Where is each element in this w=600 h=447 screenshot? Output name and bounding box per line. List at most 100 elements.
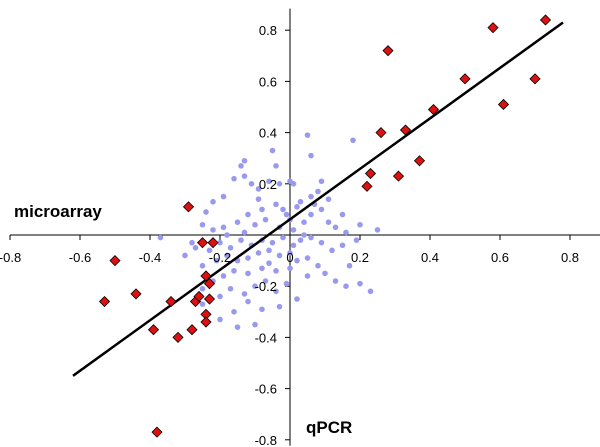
x-tick-label: -0.4 bbox=[139, 250, 161, 265]
light-data-point bbox=[343, 283, 349, 290]
light-data-point bbox=[182, 252, 188, 259]
highlighted-data-point bbox=[182, 201, 195, 213]
light-data-point bbox=[273, 268, 279, 274]
light-data-point bbox=[269, 147, 276, 154]
light-data-point bbox=[308, 193, 314, 200]
light-data-point bbox=[224, 252, 230, 259]
light-data-point bbox=[199, 221, 206, 228]
highlighted-data-point bbox=[147, 324, 160, 336]
light-data-point bbox=[231, 175, 237, 182]
highlighted-data-point bbox=[200, 316, 212, 328]
highlighted-data-point bbox=[392, 170, 405, 182]
highlighted-data-point bbox=[399, 124, 412, 136]
light-data-point bbox=[304, 273, 311, 279]
light-data-point bbox=[269, 239, 276, 246]
light-data-point bbox=[259, 206, 265, 213]
light-data-point bbox=[357, 221, 363, 228]
light-data-point bbox=[238, 237, 244, 243]
light-data-point bbox=[220, 193, 227, 200]
light-data-point bbox=[318, 206, 325, 213]
light-data-point bbox=[273, 288, 279, 295]
x-tick-label: 0.2 bbox=[351, 250, 369, 265]
light-data-point bbox=[308, 211, 314, 218]
light-data-point bbox=[315, 262, 321, 269]
light-data-point bbox=[266, 247, 272, 254]
x-tick-label: 0.8 bbox=[561, 250, 579, 265]
light-data-point bbox=[294, 257, 300, 264]
light-data-point bbox=[304, 255, 311, 261]
x-tick-label: -0.6 bbox=[69, 250, 91, 265]
light-data-point bbox=[308, 152, 314, 159]
light-data-point bbox=[315, 188, 321, 195]
highlighted-data-point bbox=[151, 426, 163, 438]
x-tick-label: 0.4 bbox=[421, 250, 439, 265]
highlighted-data-point bbox=[497, 98, 510, 111]
light-data-point bbox=[241, 291, 248, 297]
y-tick-label: 0.4 bbox=[259, 126, 277, 141]
highlighted-data-point bbox=[207, 237, 219, 249]
light-data-point bbox=[231, 268, 237, 274]
highlighted-data-point bbox=[172, 331, 184, 343]
highlighted-points-series bbox=[98, 14, 552, 438]
light-data-point bbox=[231, 309, 237, 315]
highlighted-data-point bbox=[200, 270, 212, 282]
highlighted-data-point bbox=[186, 324, 198, 336]
x-tick-label: -0.8 bbox=[0, 250, 21, 265]
light-data-point bbox=[245, 211, 251, 218]
y-axis-title: qPCR bbox=[306, 418, 352, 437]
highlighted-data-point bbox=[382, 45, 394, 57]
light-data-point bbox=[217, 316, 223, 323]
highlighted-data-point bbox=[98, 295, 111, 308]
y-tick-label: -0.6 bbox=[255, 382, 277, 397]
light-data-point bbox=[241, 229, 248, 236]
light-data-point bbox=[276, 252, 283, 259]
highlighted-data-point bbox=[413, 155, 426, 167]
light-data-point bbox=[308, 234, 314, 241]
light-data-point bbox=[189, 239, 195, 246]
light-data-point bbox=[220, 224, 227, 231]
light-data-point bbox=[294, 204, 300, 210]
light-data-point bbox=[192, 245, 199, 251]
axes bbox=[9, 8, 600, 446]
highlighted-data-point bbox=[196, 237, 209, 249]
light-data-point bbox=[283, 211, 290, 218]
light-data-point bbox=[343, 229, 349, 236]
light-data-point bbox=[241, 173, 248, 179]
light-data-point bbox=[350, 137, 356, 144]
light-data-point bbox=[297, 237, 304, 243]
light-data-point bbox=[255, 250, 262, 256]
light-data-point bbox=[329, 247, 335, 254]
trendline bbox=[72, 21, 564, 377]
light-data-point bbox=[199, 262, 206, 269]
highlighted-data-point bbox=[364, 167, 377, 180]
light-data-point bbox=[287, 265, 293, 272]
highlighted-data-point bbox=[529, 73, 541, 85]
light-data-point bbox=[276, 181, 283, 187]
light-data-point bbox=[322, 270, 328, 277]
highlighted-data-point bbox=[487, 22, 499, 34]
light-data-point bbox=[252, 221, 258, 228]
light-data-point bbox=[301, 232, 307, 238]
light-data-point bbox=[210, 227, 216, 233]
light-data-point bbox=[245, 255, 251, 261]
y-tick-label: 0.2 bbox=[259, 177, 277, 192]
light-points-series bbox=[157, 132, 381, 330]
x-tick-label: -0.2 bbox=[209, 250, 231, 265]
light-data-point bbox=[241, 157, 248, 164]
light-data-point bbox=[259, 265, 265, 272]
light-data-point bbox=[294, 296, 300, 302]
light-data-point bbox=[213, 257, 220, 264]
light-data-point bbox=[374, 227, 381, 233]
y-tick-label: -0.8 bbox=[255, 433, 277, 447]
light-data-point bbox=[217, 239, 223, 246]
light-data-point bbox=[318, 178, 325, 185]
light-data-point bbox=[290, 242, 297, 249]
trendline-group bbox=[72, 21, 564, 377]
light-data-point bbox=[224, 232, 230, 238]
light-data-point bbox=[255, 196, 262, 202]
light-data-point bbox=[206, 247, 213, 254]
light-data-point bbox=[325, 219, 332, 225]
highlighted-data-point bbox=[109, 255, 121, 267]
light-data-point bbox=[357, 280, 363, 287]
